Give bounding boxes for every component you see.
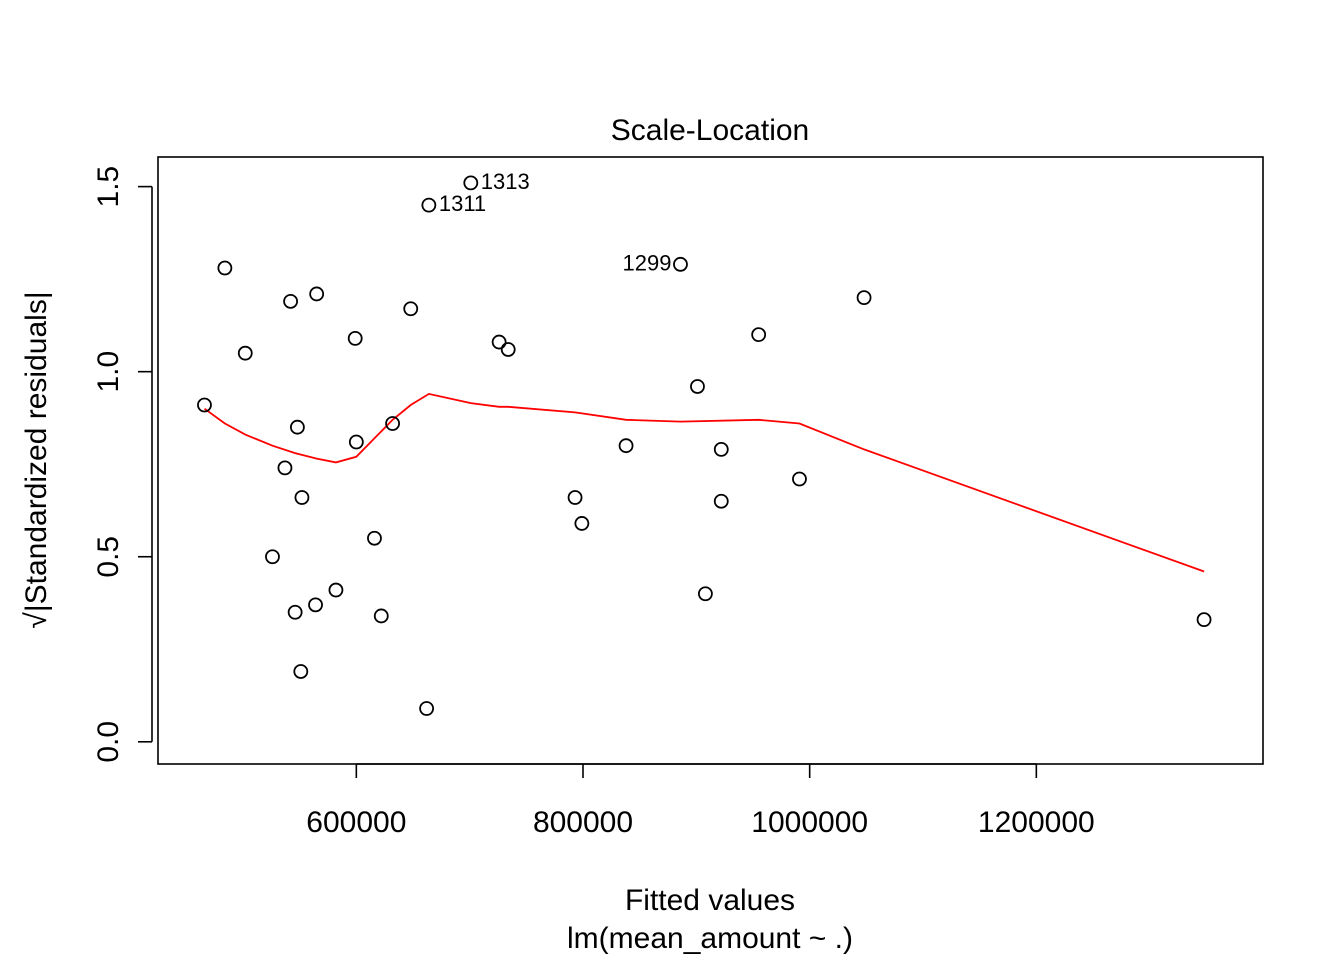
- data-point: [309, 286, 325, 302]
- point-label: 1299: [623, 250, 672, 275]
- data-point: [348, 434, 364, 450]
- point-label: 1311: [439, 191, 486, 216]
- data-point: [1196, 612, 1212, 628]
- y-tick-label: 1.0: [92, 351, 125, 393]
- x-tick-label: 800000: [533, 806, 633, 839]
- data-point: [403, 301, 419, 317]
- x-axis: 600000 800000 1000000 1200000: [306, 763, 1095, 839]
- y-tick-label: 1.5: [92, 166, 125, 208]
- data-point: [421, 197, 437, 213]
- smooth-line: [203, 392, 1205, 573]
- chart-title: Scale-Location: [611, 114, 809, 147]
- data-point: [690, 379, 705, 394]
- x-axis-sublabel: lm(mean_amount ~ .): [567, 922, 853, 955]
- data-point: [792, 471, 807, 487]
- x-axis-label: Fitted values: [625, 884, 795, 917]
- data-point: [217, 260, 233, 276]
- data-point: [698, 586, 713, 602]
- smooth-line-group: [203, 392, 1205, 573]
- x-tick-label: 1200000: [978, 806, 1095, 839]
- data-point: [237, 345, 253, 361]
- data-point: [419, 701, 435, 716]
- data-point: [294, 490, 310, 505]
- y-tick-label: 0.0: [92, 721, 125, 763]
- data-point: [367, 530, 382, 546]
- data-point: [347, 330, 363, 346]
- data-point: [500, 342, 516, 357]
- data-point: [463, 175, 479, 191]
- data-point: [277, 460, 293, 476]
- data-point: [197, 397, 212, 413]
- data-point: [574, 516, 590, 531]
- data-point: [567, 490, 583, 505]
- data-point: [673, 256, 688, 272]
- data-point: [283, 293, 299, 309]
- data-point: [289, 419, 305, 435]
- data-point: [373, 608, 389, 624]
- y-tick-label: 0.5: [92, 536, 125, 578]
- x-tick-label: 1000000: [751, 806, 868, 839]
- data-point: [293, 664, 309, 679]
- x-tick-label: 600000: [306, 806, 406, 839]
- point-label: 1313: [481, 169, 530, 194]
- data-point: [751, 327, 767, 343]
- data-point: [287, 604, 303, 620]
- y-axis: 0.0 0.5 1.0 1.5: [92, 166, 153, 763]
- data-point: [713, 493, 729, 509]
- data-point: [328, 582, 344, 598]
- data-point: [713, 441, 729, 457]
- data-point: [491, 334, 507, 350]
- data-point: [265, 549, 280, 565]
- data-point: [856, 290, 872, 306]
- y-axis-label: √|Standardized residuals|: [20, 291, 53, 628]
- data-point: [618, 438, 634, 454]
- data-point: [308, 597, 323, 613]
- data-point: [385, 416, 401, 431]
